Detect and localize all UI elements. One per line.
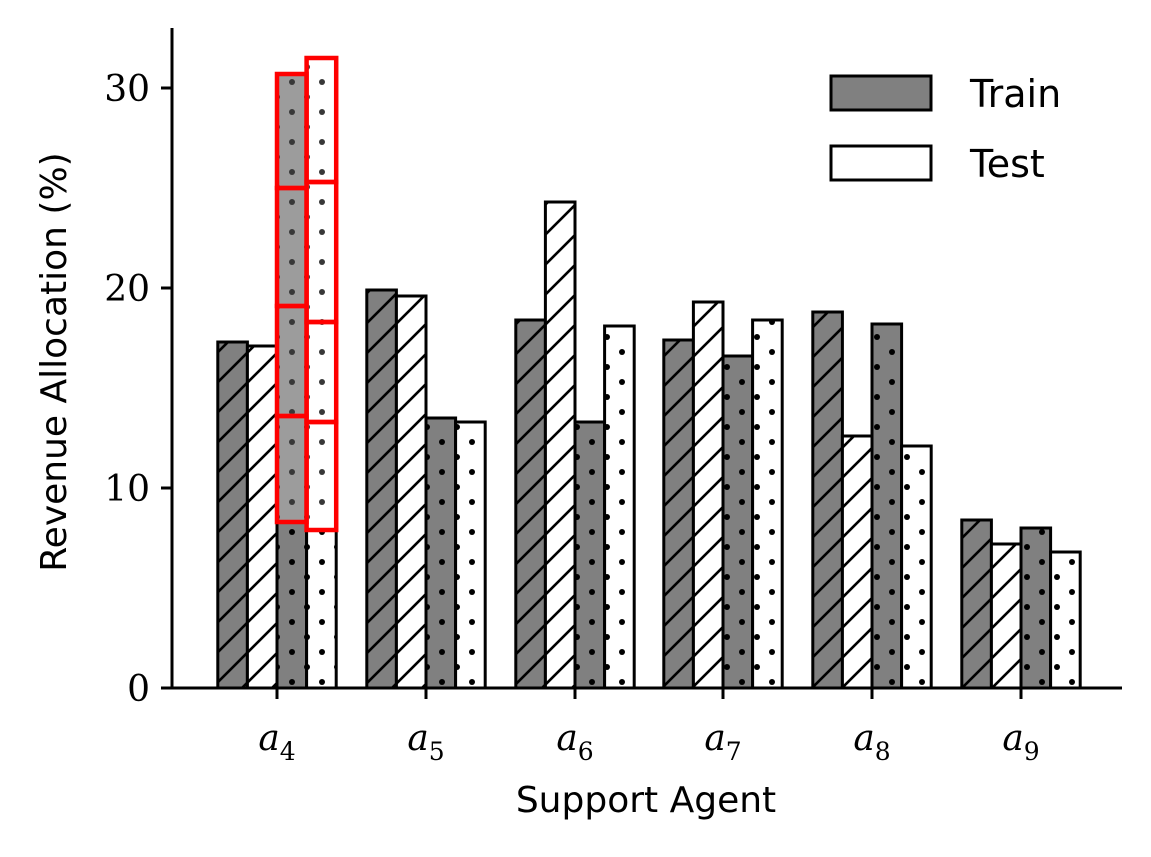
- legend-swatch-train: [829, 74, 933, 112]
- y-tick-label: 10: [104, 469, 150, 510]
- x-tick-label: a4: [258, 718, 295, 766]
- bar-hatch-train-diagonal-4: [662, 338, 695, 690]
- bar-hatch-train-diagonal-3: [514, 318, 547, 690]
- bar-hatch-test-dots-5: [900, 444, 933, 690]
- y-tick-label: 0: [127, 669, 150, 710]
- y-tick-label: 20: [104, 269, 150, 310]
- highlight-segment-1-2: [274, 303, 309, 419]
- highlight-segment-2-3: [304, 179, 339, 325]
- bar-hatch-train-dots-2: [424, 416, 458, 690]
- bar-hatch-train-diagonal-6: [960, 518, 993, 690]
- bar-hatch-train-dots-5: [870, 322, 904, 690]
- highlight-segment-2-1: [304, 419, 339, 533]
- bar-hatch-test-diagonal-4: [691, 300, 725, 690]
- bar-hatch-train-dots-3: [573, 420, 607, 690]
- bar-hatch-train-diagonal-1: [216, 340, 249, 690]
- highlight-segment-1-1: [274, 413, 309, 525]
- bar-hatch-train-diagonal-2: [365, 288, 398, 690]
- bar-hatch-train-dots-4: [721, 354, 755, 690]
- bar-hatch-test-dots-3: [603, 324, 636, 690]
- y-tick-label: 30: [104, 69, 150, 110]
- highlight-layer: [274, 55, 339, 533]
- bar-hatch-test-diagonal-2: [394, 294, 428, 690]
- legend-label-test: Test: [969, 142, 1045, 186]
- bar-hatch-test-dots-6: [1049, 550, 1082, 690]
- bar-hatch-test-diagonal-6: [989, 542, 1023, 690]
- bar-hatch-test-diagonal-3: [543, 200, 577, 690]
- x-axis-title: Support Agent: [516, 780, 776, 821]
- highlight-segment-1-3: [274, 185, 309, 309]
- bar-hatch-test-dots-2: [454, 420, 487, 690]
- x-tick-label: a6: [556, 718, 593, 766]
- x-tick-label: a9: [1002, 718, 1039, 766]
- highlight-segment-2-2: [304, 319, 339, 425]
- x-tick-label: a7: [704, 718, 741, 766]
- legend: Train Test: [829, 72, 1061, 186]
- legend-swatch-test: [829, 144, 933, 182]
- bar-hatch-train-diagonal-5: [811, 310, 844, 690]
- bars-layer: [216, 56, 1082, 690]
- legend-label-train: Train: [969, 72, 1061, 116]
- axes-layer: 0 10 20 30 a4 a5 a6 a7 a8 a9: [104, 28, 1122, 766]
- bar-hatch-test-diagonal-5: [840, 434, 874, 690]
- bar-hatch-test-dots-4: [751, 318, 784, 690]
- x-tick-label: a8: [853, 718, 890, 766]
- highlight-segment-2-4: [304, 55, 339, 185]
- highlight-segment-1-4: [274, 71, 309, 191]
- x-tick-label: a5: [407, 718, 444, 766]
- y-axis-title: Revenue Allocation (%): [34, 152, 75, 571]
- bar-hatch-test-diagonal-1: [245, 344, 279, 690]
- bar-hatch-train-dots-6: [1019, 526, 1053, 690]
